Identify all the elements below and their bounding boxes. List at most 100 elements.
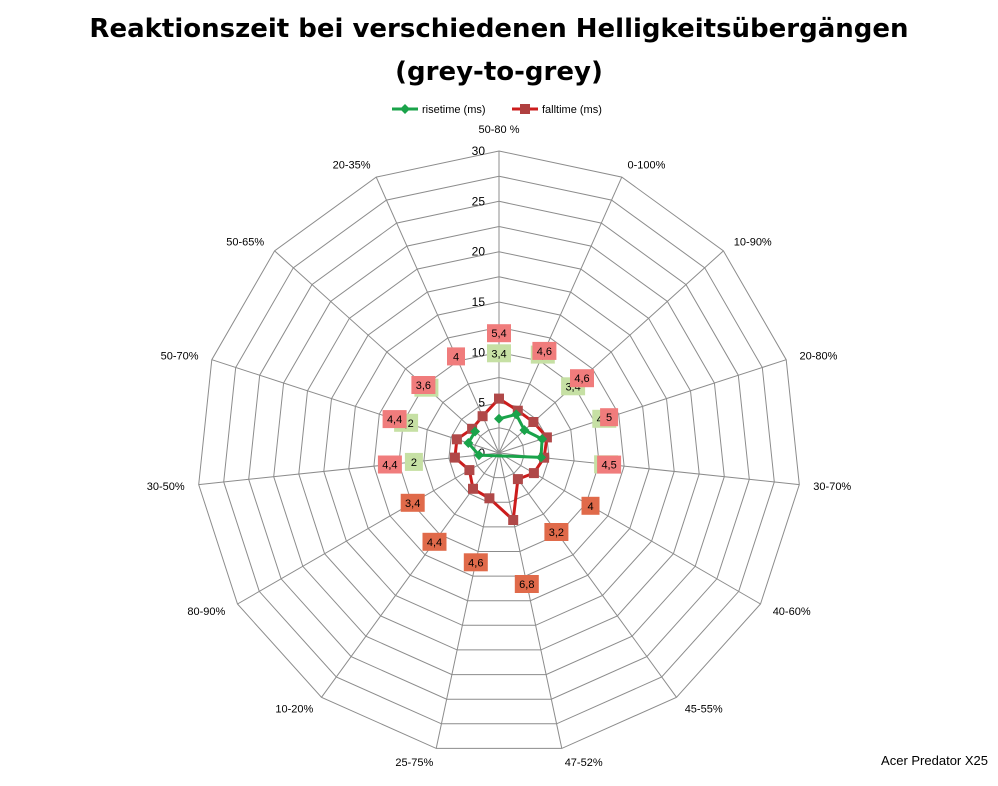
axis-tick-label: 25 (472, 194, 486, 208)
falltime-label-box (570, 369, 594, 388)
falltime-data-label: 4 (453, 351, 459, 363)
falltime-label-box (597, 455, 622, 474)
category-label: 25-75% (395, 757, 433, 769)
falltime-point (508, 515, 519, 525)
axis-tick-label: 20 (472, 245, 486, 259)
falltime-data-label: 4,4 (382, 460, 397, 472)
risetime-point (473, 450, 484, 461)
falltime-data-label: 4 (587, 501, 593, 513)
risetime-label-box (487, 344, 511, 363)
falltime-point (512, 405, 523, 416)
grid-ring (348, 301, 650, 602)
radar-data-labels: 3,44,23,44,54,223,23,25,44,64,654,543,26… (377, 324, 622, 593)
falltime-point (449, 452, 460, 463)
category-label: 0-100% (628, 159, 666, 171)
risetime-data-label: 2 (411, 457, 417, 469)
grid-ring (223, 175, 775, 725)
category-label: 47-52% (565, 757, 603, 769)
axis-tick-label: 15 (472, 295, 486, 309)
falltime-label-box (400, 493, 425, 512)
falltime-label-box (447, 347, 465, 366)
grid-spoke (211, 359, 500, 454)
legend: risetime (ms) falltime (ms) (392, 104, 602, 116)
grid-ring (423, 376, 575, 528)
falltime-label-box (544, 523, 569, 541)
falltime-point (467, 423, 478, 434)
falltime-point (528, 468, 539, 479)
grid-ring (448, 402, 550, 503)
falltime-label-box (411, 376, 436, 394)
category-label: 80-90% (187, 606, 225, 618)
falltime-label-box (600, 408, 619, 427)
risetime-point (537, 434, 548, 445)
category-label: 50-70% (161, 350, 199, 362)
falltime-point (494, 393, 504, 404)
grid-ring (273, 225, 725, 676)
falltime-data-label: 4,5 (601, 460, 616, 472)
grid-spoke (498, 452, 677, 698)
falltime-data-label: 5 (606, 412, 612, 424)
falltime-point (484, 493, 495, 504)
falltime-data-label: 3,6 (416, 380, 431, 392)
falltime-label-box (487, 324, 511, 343)
falltime-data-label: 3,2 (549, 527, 564, 539)
grid-ring (323, 276, 675, 626)
falltime-data-label: 4,6 (537, 346, 552, 358)
risetime-point (536, 452, 547, 463)
grid-ring (198, 150, 800, 749)
category-label: 40-60% (773, 606, 811, 618)
category-label: 30-70% (813, 481, 851, 493)
grid-spoke (498, 452, 563, 749)
category-label: 30-50% (147, 481, 185, 493)
category-label: 45-55% (685, 704, 723, 716)
falltime-data-label: 4,4 (427, 537, 442, 549)
radar-series (449, 393, 552, 525)
footnote: Acer Predator X25 (881, 753, 988, 768)
risetime-point (470, 426, 481, 437)
falltime-data-label: 4,6 (468, 557, 483, 569)
grid-spoke (274, 250, 500, 454)
risetime-point (494, 413, 504, 424)
legend-fall-marker (520, 104, 530, 114)
grid-spoke (375, 176, 500, 454)
risetime-point (519, 425, 530, 436)
grid-spoke (198, 452, 500, 486)
grid-ring (373, 326, 625, 577)
legend-fall-label: falltime (ms) (542, 104, 602, 116)
category-label: 50-65% (226, 237, 264, 249)
chart-title-line-2: (grey-to-grey) (395, 57, 603, 87)
falltime-point (512, 474, 523, 485)
falltime-point (528, 417, 539, 427)
falltime-label-box (514, 575, 539, 593)
risetime-data-label: 3,4 (491, 348, 506, 360)
falltime-label-box (382, 410, 407, 429)
category-label: 10-20% (275, 704, 313, 716)
chart-title-line-1: Reaktionszeit bei verschiedenen Helligke… (89, 14, 908, 44)
falltime-data-label: 4,6 (574, 373, 589, 385)
falltime-point (477, 411, 488, 422)
axis-tick-label: 10 (472, 345, 486, 359)
falltime-point (451, 434, 462, 445)
legend-rise-label: risetime (ms) (422, 104, 486, 116)
falltime-data-label: 3,4 (405, 498, 420, 510)
falltime-point (464, 465, 475, 476)
grid-spoke (498, 452, 761, 605)
falltime-data-label: 6,8 (519, 579, 534, 591)
falltime-point (541, 432, 552, 443)
grid-ring (473, 427, 525, 479)
grid-spoke (237, 452, 500, 605)
falltime-label-box (463, 553, 488, 572)
grid-ring (298, 251, 700, 651)
axis-tick-label: 30 (472, 144, 486, 158)
risetime-point (463, 438, 474, 449)
grid-ring (248, 200, 750, 700)
falltime-label-box (581, 496, 600, 515)
falltime-label-box (422, 532, 447, 551)
category-label: 20-35% (333, 159, 371, 171)
category-label: 50-80 % (479, 124, 520, 136)
falltime-line (453, 397, 549, 522)
radar-grid: 05101520253050-80 %0-100%10-90%20-80%30-… (147, 124, 852, 769)
category-label: 10-90% (734, 237, 772, 249)
grid-ring (398, 351, 600, 552)
